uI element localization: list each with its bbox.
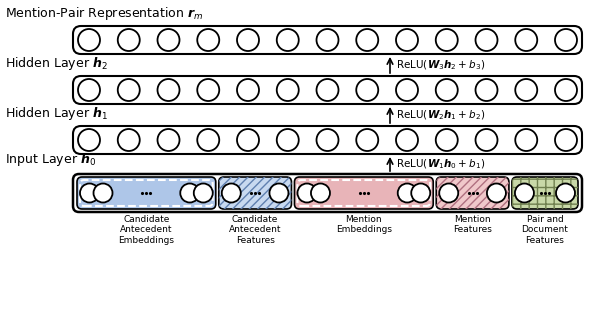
Text: ReLU($\boldsymbol{W}_2\boldsymbol{h}_1 + b_2$): ReLU($\boldsymbol{W}_2\boldsymbol{h}_1 +… [396, 108, 485, 122]
Circle shape [237, 129, 259, 151]
Text: Hidden Layer $\boldsymbol{h}_2$: Hidden Layer $\boldsymbol{h}_2$ [5, 55, 108, 72]
Circle shape [436, 29, 458, 51]
Circle shape [487, 183, 506, 203]
Circle shape [317, 29, 338, 51]
Circle shape [317, 79, 338, 101]
Circle shape [78, 79, 100, 101]
Circle shape [78, 29, 100, 51]
Circle shape [476, 129, 497, 151]
FancyBboxPatch shape [73, 76, 582, 104]
Circle shape [356, 129, 378, 151]
Circle shape [180, 183, 199, 203]
Circle shape [277, 129, 299, 151]
FancyBboxPatch shape [436, 177, 509, 209]
Circle shape [396, 79, 418, 101]
FancyBboxPatch shape [219, 177, 292, 209]
Circle shape [555, 29, 577, 51]
Text: Candidate
Antecedent
Embeddings: Candidate Antecedent Embeddings [118, 215, 175, 245]
Circle shape [515, 79, 537, 101]
Circle shape [157, 79, 179, 101]
Text: Mention
Features: Mention Features [453, 215, 492, 234]
Circle shape [311, 183, 330, 203]
Circle shape [398, 183, 417, 203]
Circle shape [436, 79, 458, 101]
Circle shape [269, 183, 289, 203]
Circle shape [197, 129, 219, 151]
Circle shape [237, 29, 259, 51]
Circle shape [396, 129, 418, 151]
Circle shape [80, 183, 99, 203]
Circle shape [411, 183, 430, 203]
Circle shape [298, 183, 316, 203]
Circle shape [157, 129, 179, 151]
Circle shape [555, 129, 577, 151]
Text: Hidden Layer $\boldsymbol{h}_1$: Hidden Layer $\boldsymbol{h}_1$ [5, 105, 108, 122]
Circle shape [277, 79, 299, 101]
Circle shape [157, 29, 179, 51]
Text: Input Layer $\boldsymbol{h}_0$: Input Layer $\boldsymbol{h}_0$ [5, 151, 96, 168]
FancyBboxPatch shape [73, 174, 582, 212]
Circle shape [94, 183, 113, 203]
Circle shape [439, 183, 458, 203]
Text: Mention
Embeddings: Mention Embeddings [336, 215, 392, 234]
Circle shape [436, 129, 458, 151]
Circle shape [515, 129, 537, 151]
Circle shape [197, 79, 219, 101]
FancyBboxPatch shape [512, 177, 578, 209]
Circle shape [396, 29, 418, 51]
Text: ReLU($\boldsymbol{W}_3\boldsymbol{h}_2 + b_3$): ReLU($\boldsymbol{W}_3\boldsymbol{h}_2 +… [396, 58, 485, 72]
FancyBboxPatch shape [73, 126, 582, 154]
Text: Mention-Pair Representation $\boldsymbol{r}_m$: Mention-Pair Representation $\boldsymbol… [5, 5, 203, 22]
FancyBboxPatch shape [77, 177, 216, 209]
Circle shape [356, 29, 378, 51]
Circle shape [194, 183, 213, 203]
Circle shape [118, 129, 140, 151]
Text: Candidate
Antecedent
Features: Candidate Antecedent Features [229, 215, 281, 245]
Circle shape [476, 79, 497, 101]
Circle shape [556, 183, 575, 203]
Circle shape [515, 29, 537, 51]
Circle shape [222, 183, 241, 203]
Circle shape [237, 79, 259, 101]
Circle shape [515, 183, 534, 203]
Circle shape [118, 29, 140, 51]
Circle shape [476, 29, 497, 51]
Circle shape [197, 29, 219, 51]
FancyBboxPatch shape [73, 26, 582, 54]
Circle shape [78, 129, 100, 151]
Text: Pair and
Document
Features: Pair and Document Features [521, 215, 568, 245]
Circle shape [555, 79, 577, 101]
Circle shape [277, 29, 299, 51]
Text: ReLU($\boldsymbol{W}_1\boldsymbol{h}_0 + b_1$): ReLU($\boldsymbol{W}_1\boldsymbol{h}_0 +… [396, 157, 485, 171]
FancyBboxPatch shape [295, 177, 433, 209]
Circle shape [356, 79, 378, 101]
Circle shape [118, 79, 140, 101]
Circle shape [317, 129, 338, 151]
